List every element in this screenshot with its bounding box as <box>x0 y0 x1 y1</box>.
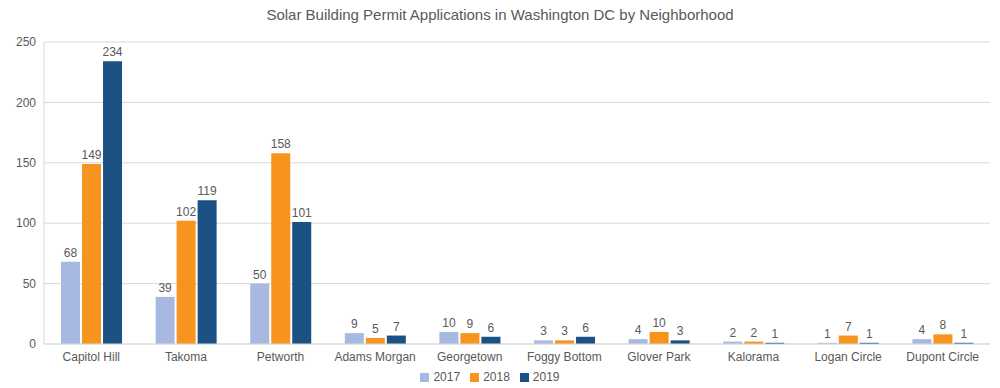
svg-text:2: 2 <box>750 326 757 340</box>
svg-text:8: 8 <box>940 318 947 332</box>
svg-text:7: 7 <box>845 320 852 334</box>
svg-text:7: 7 <box>393 320 400 334</box>
svg-text:200: 200 <box>16 96 36 110</box>
svg-text:250: 250 <box>16 35 36 49</box>
svg-text:150: 150 <box>16 156 36 170</box>
svg-text:2: 2 <box>729 326 736 340</box>
svg-text:39: 39 <box>158 281 172 295</box>
html-text:2019: 2019 <box>532 370 560 384</box>
svg-text:Foggy Bottom: Foggy Bottom <box>527 350 602 364</box>
svg-text:Dupont Circle: Dupont Circle <box>906 350 979 364</box>
svg-text:50: 50 <box>23 277 37 291</box>
svg-text:6: 6 <box>582 321 589 335</box>
html-text:Solar Building Permit Applicat: Solar Building Permit Applications in Wa… <box>266 6 734 23</box>
svg-text:10: 10 <box>442 316 456 330</box>
svg-text:0: 0 <box>29 337 36 351</box>
svg-text:9: 9 <box>467 317 474 331</box>
svg-text:1: 1 <box>771 327 778 341</box>
html-text:2018: 2018 <box>483 370 510 384</box>
svg-text:50: 50 <box>253 268 267 282</box>
svg-text:101: 101 <box>292 206 312 220</box>
svg-text:Capitol Hill: Capitol Hill <box>63 350 120 364</box>
svg-text:Logan Circle: Logan Circle <box>814 350 882 364</box>
svg-text:3: 3 <box>540 324 547 338</box>
html-text:2017: 2017 <box>433 370 461 384</box>
svg-text:102: 102 <box>176 205 196 219</box>
svg-text:Glover Park: Glover Park <box>627 350 691 364</box>
svg-text:Petworth: Petworth <box>257 350 304 364</box>
svg-text:Adams Morgan: Adams Morgan <box>334 350 415 364</box>
svg-text:5: 5 <box>372 322 379 336</box>
svg-text:Kalorama: Kalorama <box>728 350 780 364</box>
svg-text:Takoma: Takoma <box>165 350 207 364</box>
svg-text:158: 158 <box>271 137 291 151</box>
svg-text:1: 1 <box>866 327 873 341</box>
svg-text:119: 119 <box>198 184 217 198</box>
svg-text:4: 4 <box>635 323 642 337</box>
svg-text:9: 9 <box>351 317 358 331</box>
svg-text:234: 234 <box>103 45 123 59</box>
svg-text:Georgetown: Georgetown <box>437 350 502 364</box>
svg-text:149: 149 <box>82 148 102 162</box>
svg-text:4: 4 <box>919 323 926 337</box>
svg-text:6: 6 <box>488 321 495 335</box>
svg-text:3: 3 <box>677 324 684 338</box>
svg-text:68: 68 <box>64 246 78 260</box>
svg-text:1: 1 <box>824 327 831 341</box>
svg-text:3: 3 <box>561 324 568 338</box>
svg-text:10: 10 <box>652 316 666 330</box>
svg-text:1: 1 <box>961 327 968 341</box>
svg-text:100: 100 <box>16 216 36 230</box>
